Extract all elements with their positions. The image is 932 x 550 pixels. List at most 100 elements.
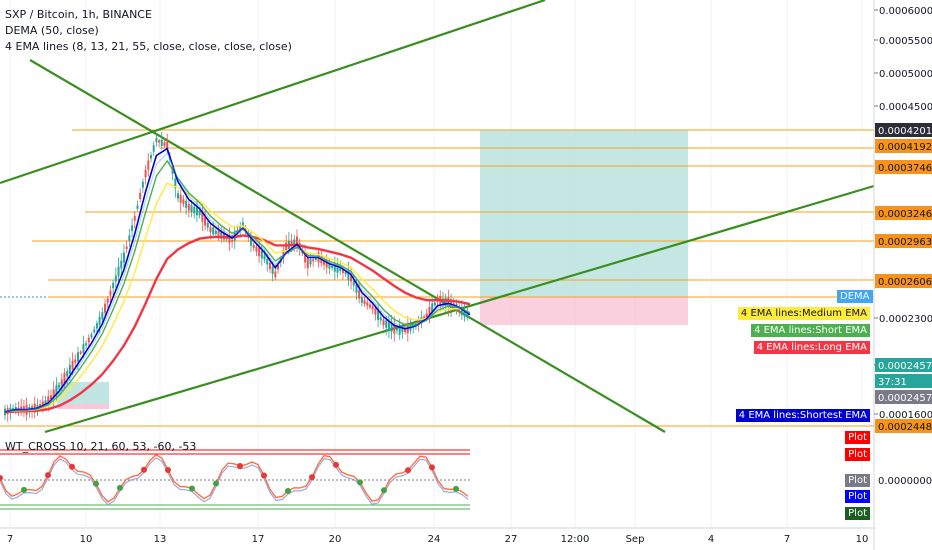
candle-body [252,244,255,248]
candle-body [325,260,328,268]
long-stop-zone[interactable] [480,297,688,325]
cross-dot [141,466,147,473]
candle-body [71,361,74,370]
osc-value-bg [875,473,932,487]
candle-body [431,303,434,313]
candle-body [190,205,193,212]
long-target-zone[interactable] [480,130,688,297]
candle-body [277,265,280,270]
candle-body [58,385,61,388]
cross-dot [189,485,195,492]
plot-tag-1: Plot [845,431,870,444]
candle-body [41,401,44,407]
candle-body [304,252,307,263]
small-target-zone[interactable] [57,382,109,404]
cross-dot [93,480,99,487]
candle-body [433,302,436,306]
candle-body [68,364,71,374]
candle-body [14,407,17,411]
cross-dot [117,484,123,491]
candle-body [209,227,212,232]
candle-body [444,297,447,306]
price-tag-bg [875,358,932,372]
shortest-ema-line [4,147,471,413]
candle-body [231,239,234,242]
horizontal-levels[interactable] [0,129,874,427]
descending-trendline[interactable] [29,59,666,433]
short-ema-tag: 4 EMA lines:Short EMA [751,324,870,337]
cross-dot [69,463,75,470]
price-tag-label: 0.00029631 [878,237,932,248]
candle-body [428,307,431,317]
time-axis[interactable]: 7 10 13 17 20 24 27 12:00 Sep 4 7 10 [7,534,869,545]
ema-lines-indicator-label[interactable]: 4 EMA lines (8, 13, 21, 55, close, close… [5,40,292,53]
candle-body [306,258,309,268]
candle-body [266,259,269,265]
medium-ema-line [4,182,471,413]
oscillator-title[interactable]: WT_CROSS 10, 21, 60, 53, -60, -53 [5,440,196,453]
candle-body [136,205,139,209]
candle-body [398,324,401,335]
candle-body [163,142,166,147]
plot-tag-5: Plot [845,507,870,520]
candle-body [214,230,217,234]
candle-body [52,389,55,398]
candle-body [98,316,101,325]
candle-body [47,396,50,406]
plot-tag-2: Plot [845,448,870,461]
candle-body [206,222,209,228]
candle-body [122,252,125,263]
candle-body [390,323,393,332]
candle-body [282,250,285,257]
candle-body [363,300,366,305]
candle-body [139,192,142,200]
candle-body [368,304,371,308]
candle-body [120,260,123,269]
candle-body [160,139,163,147]
candle-body [290,240,293,247]
price-tag-label: 0.00026069 [878,277,932,288]
cross-dot [453,485,459,492]
price-tag-bg [875,419,932,433]
candle-body [60,379,63,385]
candle-body [93,329,96,333]
price-tag-bg [875,160,932,174]
candle-body [149,155,152,159]
candle-body [417,320,420,325]
candle-body [152,145,155,152]
candle-body [393,324,396,334]
candle-body [447,297,450,308]
candle-body [396,328,399,331]
candle-body [260,251,263,259]
candle-body [220,231,223,239]
price-tag-bg [875,374,932,388]
candle-body [371,306,374,310]
candle-body [263,255,266,260]
time-tick-label: Sep [626,534,645,545]
plot-tag-3: Plot [845,474,870,487]
price-tag-label: 0.00024483 [878,422,932,433]
candle-body [179,194,182,203]
candle-body [39,403,42,408]
upper-channel-line[interactable] [0,0,546,185]
dema-indicator-label[interactable]: DEMA (50, close) [5,24,99,37]
price-tag-label: 37:31 [878,377,907,388]
time-tick-label: 27 [505,534,518,545]
ema-lines [4,147,471,414]
candle-body [250,235,253,246]
candle-body [104,303,107,313]
cross-dot [165,467,171,474]
time-tick-label: 4 [708,534,714,545]
price-tag-bg [875,234,932,248]
wt-cross-oscillator[interactable] [0,449,470,510]
candle-body [268,262,271,269]
candle-body [185,200,188,208]
candle-body [147,160,150,170]
small-stop-zone[interactable] [57,404,109,409]
plot-tag-4: Plot [845,490,870,503]
candle-body [352,281,355,286]
time-tick-label: 7 [7,534,13,545]
